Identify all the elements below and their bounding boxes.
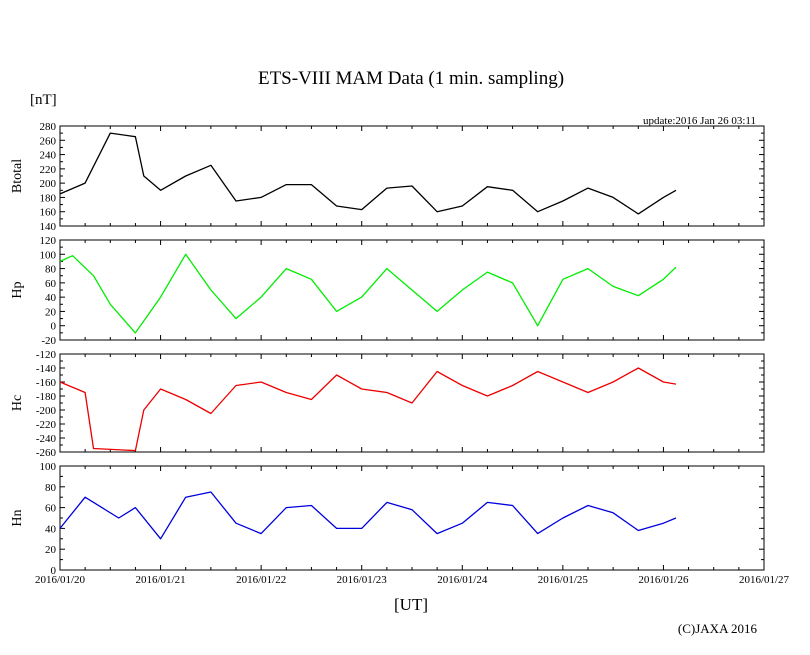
y-tick-label: 180 <box>40 192 57 204</box>
x-tick-label: 2016/01/22 <box>236 574 286 586</box>
panel-label-hp: Hp <box>10 281 25 298</box>
y-tick-label: -260 <box>36 447 57 459</box>
series-line-hp <box>59 253 677 334</box>
update-label: update:2016 Jan 26 03:11 <box>643 115 756 127</box>
x-axis-label: [UT] <box>394 595 428 614</box>
y-tick-label: 60 <box>45 503 57 515</box>
y-tick-label: 80 <box>45 482 57 494</box>
y-tick-label: 160 <box>40 207 57 219</box>
y-tick-label: -120 <box>36 349 57 361</box>
panel-label-hn: Hn <box>10 509 25 526</box>
series-line-hc <box>59 367 677 452</box>
y-tick-label: 60 <box>45 278 57 290</box>
y-tick-label: 80 <box>45 264 57 276</box>
x-tick-label: 2016/01/25 <box>538 574 589 586</box>
x-tick-label: 2016/01/20 <box>35 574 86 586</box>
x-tick-label: 2016/01/21 <box>136 574 186 586</box>
y-tick-label: 40 <box>45 523 57 535</box>
panel-hn: 0 20 40 60 80 100 Hn <box>10 461 765 577</box>
y-tick-label: 20 <box>45 544 57 556</box>
y-tick-label: -220 <box>36 419 57 431</box>
y-tick-label: 140 <box>40 221 57 233</box>
y-tick-label: 40 <box>45 292 57 304</box>
x-axis-ticks: 2016/01/20 2016/01/21 2016/01/22 2016/01/23… <box>35 574 790 586</box>
y-tick-label: -140 <box>36 363 57 375</box>
panel-label-hc: Hc <box>10 395 25 411</box>
x-tick-label: 2016/01/27 <box>739 574 790 586</box>
y-tick-label: 240 <box>40 150 57 162</box>
y-tick-label: 260 <box>40 135 57 147</box>
x-tick-label: 2016/01/23 <box>337 574 388 586</box>
panel-hc: -260 -240 -220 -200 -180 -160 -140 -120 Hc <box>10 349 765 459</box>
y-tick-label: -200 <box>36 405 57 417</box>
y-tick-label: 200 <box>40 178 57 190</box>
y-tick-label: 100 <box>40 461 57 473</box>
y-tick-label: 120 <box>40 235 57 247</box>
series-line-btotal <box>59 132 677 215</box>
y-tick-label: 100 <box>40 249 57 261</box>
y-tick-label: -240 <box>36 433 57 445</box>
y-tick-label: -20 <box>41 335 56 347</box>
panel-frame <box>59 125 765 227</box>
x-tick-label: 2016/01/24 <box>437 574 488 586</box>
y-tick-label: 280 <box>40 121 57 133</box>
y-tick-label: -180 <box>36 391 57 403</box>
series-line-hn <box>59 491 677 540</box>
y-tick-label: 220 <box>40 164 57 176</box>
panel-label-btotal: Btotal <box>10 159 25 193</box>
panel-btotal: 140 160 180 200 220 240 260 280 Btotal <box>10 121 765 233</box>
panels: 140160180200220240260280Btotal-200204060… <box>10 121 765 577</box>
x-tick-label: 2016/01/26 <box>638 574 689 586</box>
panel-frame <box>59 465 765 571</box>
chart-title: ETS-VIII MAM Data (1 min. sampling) <box>258 68 564 89</box>
unit-label: [nT] <box>30 92 57 108</box>
y-tick-label: 20 <box>45 306 57 318</box>
y-tick-label: -160 <box>36 377 57 389</box>
credit-label: (C)JAXA 2016 <box>678 621 758 636</box>
y-tick-label: 0 <box>51 321 57 333</box>
y-tick-label: 0 <box>51 565 57 577</box>
panel-hp: -20 0 20 40 60 80 100 120 Hp <box>10 235 765 347</box>
